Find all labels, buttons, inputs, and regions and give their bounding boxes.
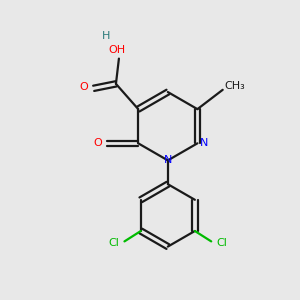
Text: Cl: Cl xyxy=(216,238,227,248)
Text: O: O xyxy=(93,138,102,148)
Text: N: N xyxy=(200,138,208,148)
Text: CH₃: CH₃ xyxy=(225,81,246,91)
Text: O: O xyxy=(80,82,88,92)
Text: OH: OH xyxy=(109,45,126,55)
Text: N: N xyxy=(164,155,172,165)
Text: Cl: Cl xyxy=(109,238,119,248)
Text: H: H xyxy=(102,31,111,41)
